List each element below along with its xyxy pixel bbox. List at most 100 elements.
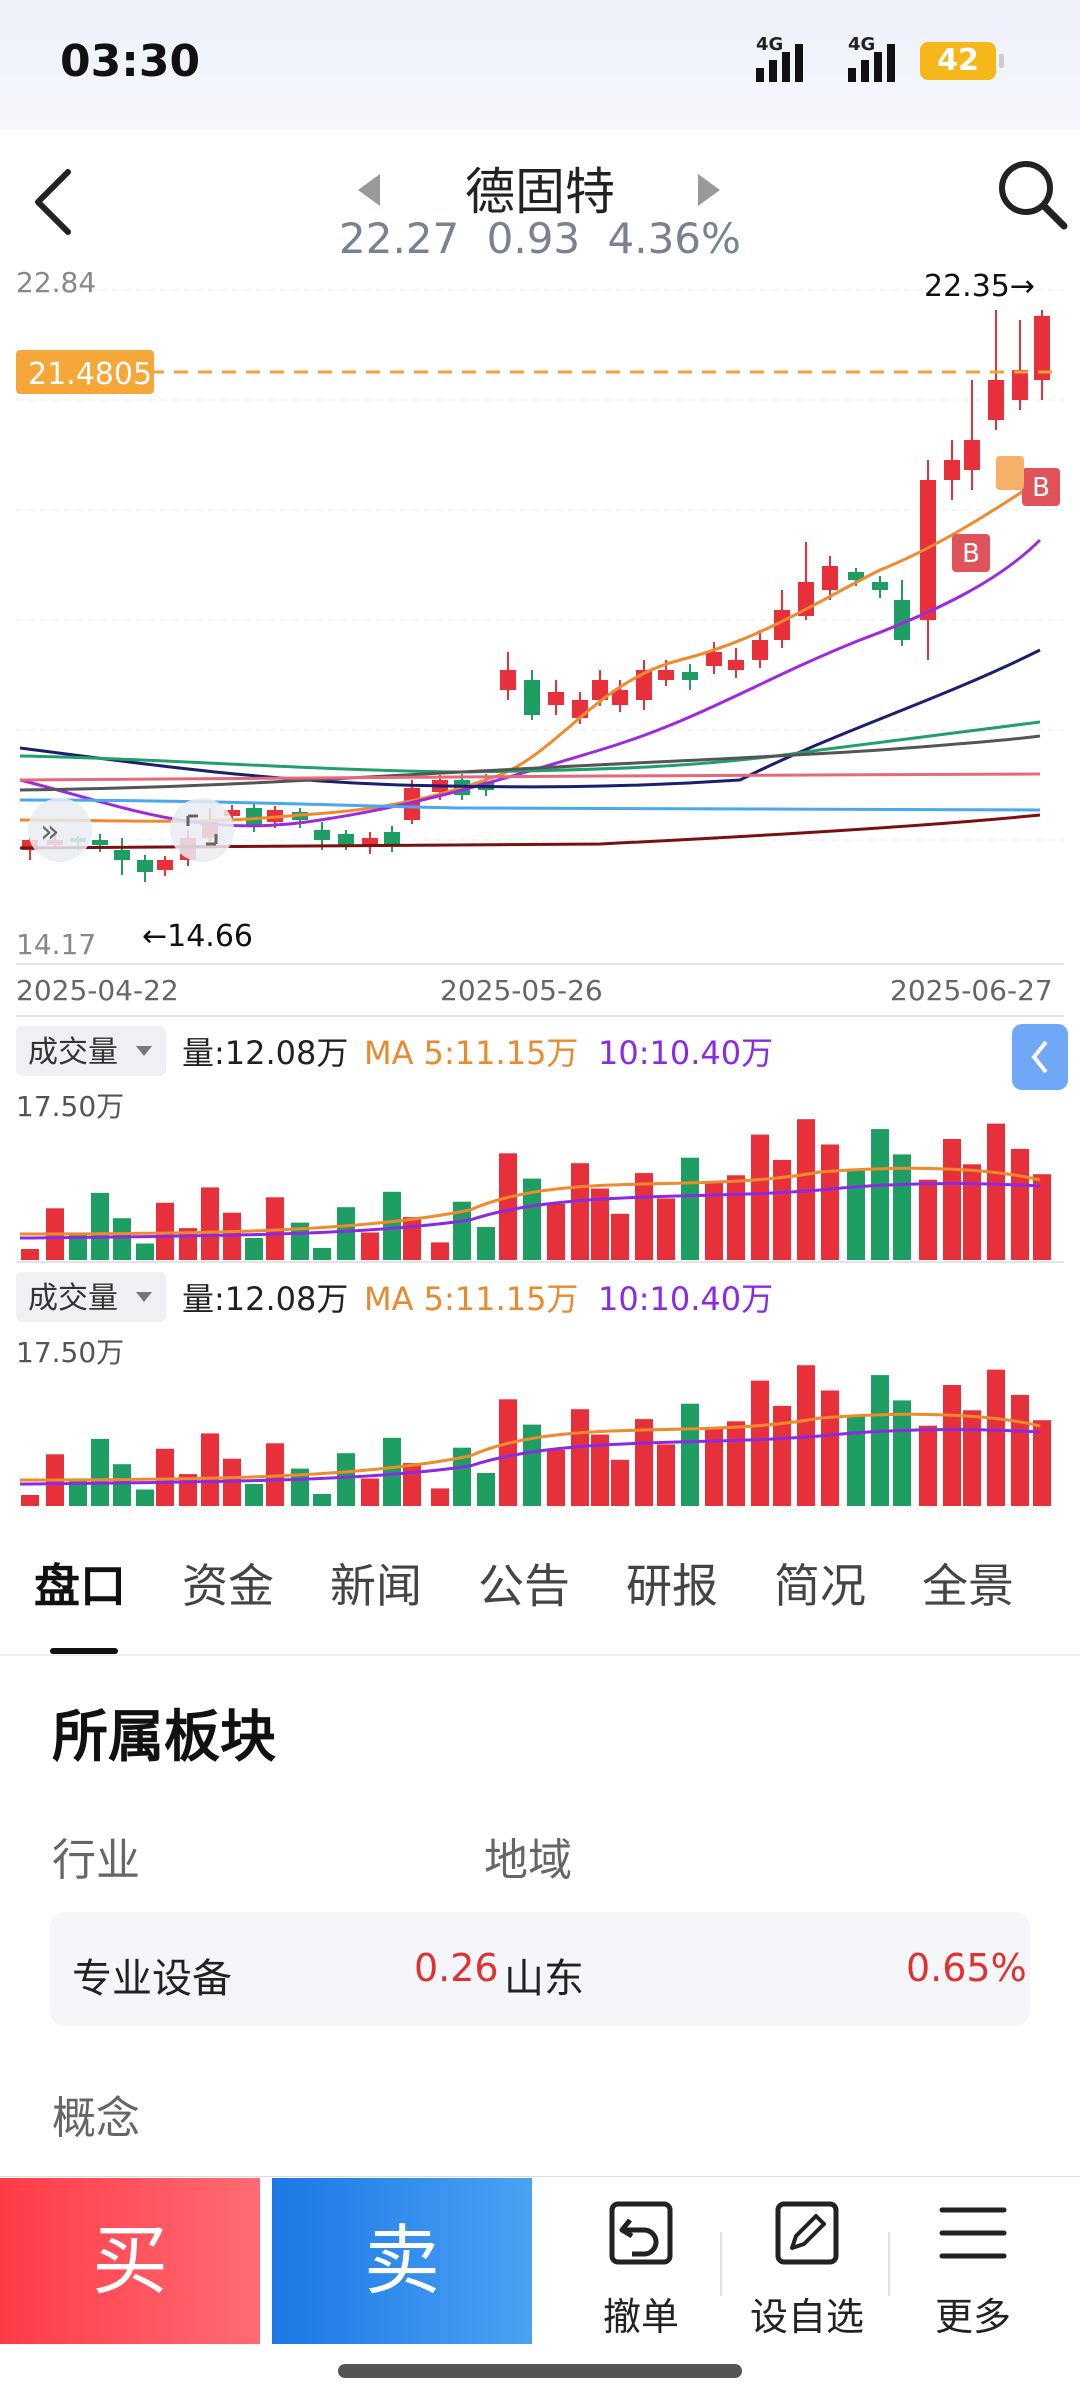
- candle-body: [1034, 316, 1050, 380]
- vol-ma5-1: MA 5:11.15万: [364, 1034, 578, 1072]
- tab-news[interactable]: 新闻: [330, 1559, 422, 1613]
- vol-ma5-line: [19, 1166, 1041, 1236]
- cancel-order-button[interactable]: 撤单: [566, 2198, 716, 2339]
- candle-body: [524, 680, 540, 715]
- candles-group: [22, 310, 1050, 882]
- tab-pankou[interactable]: 盘口: [34, 1559, 126, 1613]
- date-label-end: 2025-06-27: [890, 974, 1053, 1007]
- candle-body: [246, 808, 262, 826]
- indicator-selector-1[interactable]: [16, 1026, 166, 1076]
- buy-button[interactable]: 买: [0, 2178, 260, 2344]
- tab-announcements[interactable]: 公告: [478, 1559, 570, 1613]
- indicator-selector-label-2: 成交量: [28, 1281, 118, 1316]
- kline-chart[interactable]: 22.84 14.17 21.4805 22.35→ ←14.66 B B 20…: [0, 260, 1080, 1510]
- volume-bars-1: [19, 1119, 1051, 1260]
- volume-bar: [361, 1478, 379, 1506]
- candle-body: [944, 460, 960, 480]
- search-icon[interactable]: [994, 156, 1070, 232]
- prev-stock-icon[interactable]: [358, 174, 380, 206]
- volume-bar: [499, 1153, 517, 1260]
- region-name[interactable]: 山东: [504, 1956, 584, 2002]
- tab-profile[interactable]: 简况: [774, 1559, 866, 1613]
- svg-text:»: »: [40, 812, 60, 850]
- volume-bar: [91, 1192, 109, 1260]
- vol-max-1: 17.50万: [16, 1090, 124, 1123]
- active-tab-indicator: [50, 1648, 118, 1654]
- y-bottom-label: 14.17: [16, 928, 96, 961]
- indicator-selector-label-1: 成交量: [28, 1035, 118, 1070]
- vol-ma10-line: [19, 1182, 1041, 1240]
- candle-body: [224, 810, 240, 816]
- volume-bar: [383, 1437, 401, 1506]
- collapse-panel-button[interactable]: [1012, 1024, 1068, 1090]
- detail-tabs: 盘口 资金 新闻 公告 研报 简况 全景: [0, 1510, 1080, 1656]
- more-button[interactable]: 更多: [898, 2198, 1048, 2339]
- volume-bar: [727, 1421, 745, 1506]
- industry-name[interactable]: 专业设备: [72, 1956, 232, 2002]
- chart-area[interactable]: 22.84 14.17 21.4805 22.35→ ←14.66 B B 20…: [0, 260, 1080, 1510]
- sector-card: 专业设备 0.26 山东 0.65%: [50, 1912, 1030, 2026]
- separator: [720, 2232, 722, 2296]
- sell-button[interactable]: 卖: [272, 2178, 532, 2344]
- ma-line: [19, 798, 1041, 812]
- fullscreen-icon[interactable]: [170, 798, 234, 862]
- candle-body: [774, 610, 790, 640]
- indicator-selector-2[interactable]: [16, 1272, 166, 1322]
- price-line-tag: [16, 350, 154, 394]
- section-title: 所属板块: [52, 1705, 276, 1770]
- candle-body: [500, 670, 516, 690]
- vol-ma10-2: 10:10.40万: [598, 1280, 773, 1318]
- chevron-left-icon: [1031, 1040, 1048, 1074]
- tab-research[interactable]: 研报: [626, 1559, 718, 1613]
- price-line-label: 21.4805: [28, 357, 152, 392]
- signal-icon: 4G: [756, 34, 803, 82]
- candle-body: [92, 840, 108, 845]
- candle-body: [964, 440, 980, 470]
- battery-indicator: 42: [920, 42, 1004, 80]
- separator-2: [888, 2232, 890, 2296]
- buy-marker-label-2: B: [1032, 473, 1050, 503]
- volume-bar: [591, 1188, 609, 1260]
- y-top-label: 22.84: [16, 266, 96, 299]
- volume-bar: [943, 1139, 961, 1260]
- volume-bar: [201, 1187, 219, 1260]
- candle-body: [872, 582, 888, 590]
- volume-bar: [727, 1175, 745, 1260]
- volume-bar: [21, 1495, 39, 1506]
- vol-value-2: 量:12.08万: [182, 1280, 348, 1318]
- volume-bar: [313, 1493, 331, 1506]
- back-arrow-icon[interactable]: [28, 166, 80, 238]
- candle-body: [636, 670, 652, 700]
- industry-pct: 0.26: [414, 1946, 499, 1990]
- header: 德固特 22.27 0.93 4.36%: [0, 130, 1080, 270]
- volume-bar: [245, 1484, 263, 1506]
- tab-overview[interactable]: 全景: [922, 1559, 1014, 1613]
- volume-bar: [871, 1375, 889, 1506]
- date-label-mid: 2025-05-26: [440, 974, 603, 1007]
- candle-body: [137, 860, 153, 872]
- candle-body: [706, 652, 722, 666]
- volume-bar: [705, 1429, 723, 1506]
- vol-max-2: 17.50万: [16, 1336, 124, 1369]
- tab-funds[interactable]: 资金: [182, 1559, 274, 1613]
- volume-bar: [113, 1464, 131, 1506]
- volume-bars-2: [19, 1365, 1051, 1506]
- buy-marker-1[interactable]: [952, 534, 990, 572]
- pan-control-icon[interactable]: [28, 798, 92, 862]
- volume-bar: [1011, 1148, 1029, 1260]
- candle-body: [752, 640, 768, 660]
- volume-bar: [136, 1489, 154, 1506]
- volume-bar: [403, 1463, 421, 1506]
- candle-body: [592, 680, 608, 700]
- candle-body: [920, 480, 936, 620]
- buy-marker-2[interactable]: [1022, 468, 1060, 506]
- add-watchlist-button[interactable]: 设自选: [732, 2198, 882, 2339]
- menu-icon: [939, 2207, 1007, 2259]
- next-stock-icon[interactable]: [698, 174, 720, 206]
- industry-label: 行业: [52, 1835, 140, 1886]
- volume-bar: [69, 1233, 87, 1260]
- vol-ma10-1: 10:10.40万: [598, 1034, 773, 1072]
- volume-bar: [657, 1198, 675, 1260]
- volume-bar: [847, 1169, 865, 1260]
